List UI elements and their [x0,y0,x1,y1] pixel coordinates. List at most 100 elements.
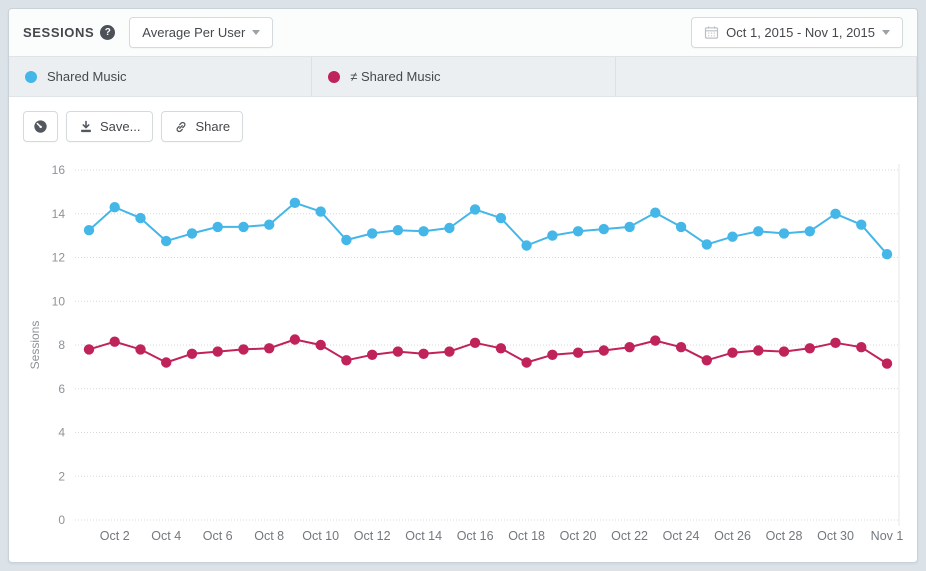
data-point[interactable] [804,226,815,237]
data-point[interactable] [418,226,429,237]
data-point[interactable] [469,204,481,215]
save-button[interactable]: Save... [66,111,154,142]
y-axis-label: Sessions [28,321,42,370]
data-point[interactable] [495,343,507,354]
share-button[interactable]: Share [161,111,244,142]
series-line [88,201,888,255]
legend-label: Shared Music [47,69,127,84]
data-point[interactable] [392,346,404,357]
data-point[interactable] [856,342,867,353]
y-tick-label: 10 [52,294,66,308]
data-point[interactable] [264,219,275,230]
data-point[interactable] [264,343,275,354]
data-point[interactable] [341,355,352,366]
data-point[interactable] [778,228,790,239]
page-title: SESSIONS [23,25,95,40]
data-point[interactable] [778,346,790,357]
data-point[interactable] [727,347,738,358]
data-point[interactable] [289,197,301,208]
help-icon[interactable]: ? [100,25,116,40]
data-point[interactable] [212,346,223,357]
date-range-picker[interactable]: Oct 1, 2015 - Nov 1, 2015 [691,17,903,48]
link-icon [177,121,186,132]
data-point[interactable] [624,342,635,353]
series-line [88,338,888,365]
data-point[interactable] [675,221,687,233]
data-point[interactable] [624,221,635,233]
data-point[interactable] [753,345,764,356]
calendar-icon [705,26,719,39]
data-point[interactable] [83,225,95,236]
data-point[interactable] [135,212,146,224]
data-point[interactable] [161,357,172,368]
data-point[interactable] [881,249,893,260]
data-point[interactable] [598,345,609,356]
data-point[interactable] [521,240,532,251]
data-point[interactable] [572,226,584,237]
data-point[interactable] [186,348,198,359]
segment-legend: Shared Music ≠ Shared Music [9,56,917,97]
data-point[interactable] [212,221,223,233]
data-point[interactable] [289,334,301,345]
data-point[interactable] [856,219,867,230]
data-point[interactable] [341,234,352,246]
data-point[interactable] [418,348,429,359]
x-tick-label: Nov 1 [871,529,904,543]
data-point[interactable] [547,230,558,241]
line-chart-area[interactable]: 0 2 4 6 8 10 12 14 16 Sessions Oct 2 Oct 4 Oct 6 Oct … [9,150,917,559]
data-point[interactable] [469,337,481,348]
metric-dropdown[interactable]: Average Per User [129,17,274,48]
metric-dropdown-value: Average Per User [142,25,246,40]
data-point[interactable] [238,221,249,233]
data-point[interactable] [521,357,532,368]
dashboard-button[interactable] [23,111,58,142]
data-point[interactable] [830,337,841,348]
data-point[interactable] [186,228,198,239]
data-point[interactable] [753,226,764,237]
x-tick-label: Oct 30 [817,529,854,543]
data-point[interactable] [367,349,378,360]
legend-empty-cell [616,57,917,96]
data-point[interactable] [83,344,95,355]
report-header: SESSIONS ? Average Per User Oct 1, 2015 … [9,9,917,56]
data-point[interactable] [830,208,841,219]
data-point[interactable] [444,222,455,234]
series-dot-blue [25,70,37,83]
legend-segment-not-shared-music[interactable]: ≠ Shared Music [312,57,616,96]
data-point[interactable] [315,339,326,351]
y-tick-label: 8 [58,338,65,352]
legend-segment-shared-music[interactable]: Shared Music [9,57,313,96]
data-point[interactable] [367,228,378,239]
data-point[interactable] [315,206,326,217]
data-point[interactable] [109,336,120,347]
data-point[interactable] [701,239,712,250]
x-tick-label: Oct 8 [254,529,284,543]
x-tick-label: Oct 18 [508,529,545,543]
data-point[interactable] [727,231,738,242]
data-point[interactable] [392,225,404,236]
data-point[interactable] [701,355,712,366]
data-point[interactable] [650,335,661,346]
data-point[interactable] [238,344,249,355]
x-tick-label: Oct 10 [302,529,339,543]
data-point[interactable] [650,207,661,218]
chevron-down-icon [882,30,890,35]
data-point[interactable] [495,212,507,224]
data-point[interactable] [598,223,609,235]
x-tick-label: Oct 26 [714,529,751,543]
data-point[interactable] [109,202,120,213]
data-point[interactable] [547,349,558,360]
data-point[interactable] [675,342,687,353]
sessions-line-chart[interactable]: 0 2 4 6 8 10 12 14 16 Sessions Oct 2 Oct 4 Oct 6 Oct … [9,150,917,554]
data-point[interactable] [572,347,584,358]
data-point[interactable] [881,358,893,369]
y-tick-label: 4 [58,426,65,440]
x-tick-label: Oct 12 [354,529,391,543]
x-tick-label: Oct 14 [405,529,442,543]
data-point[interactable] [161,235,172,247]
x-tick-label: Oct 16 [457,529,494,543]
data-point[interactable] [804,343,815,354]
data-point[interactable] [444,346,455,357]
data-point[interactable] [135,344,146,355]
save-button-label: Save... [100,119,141,134]
